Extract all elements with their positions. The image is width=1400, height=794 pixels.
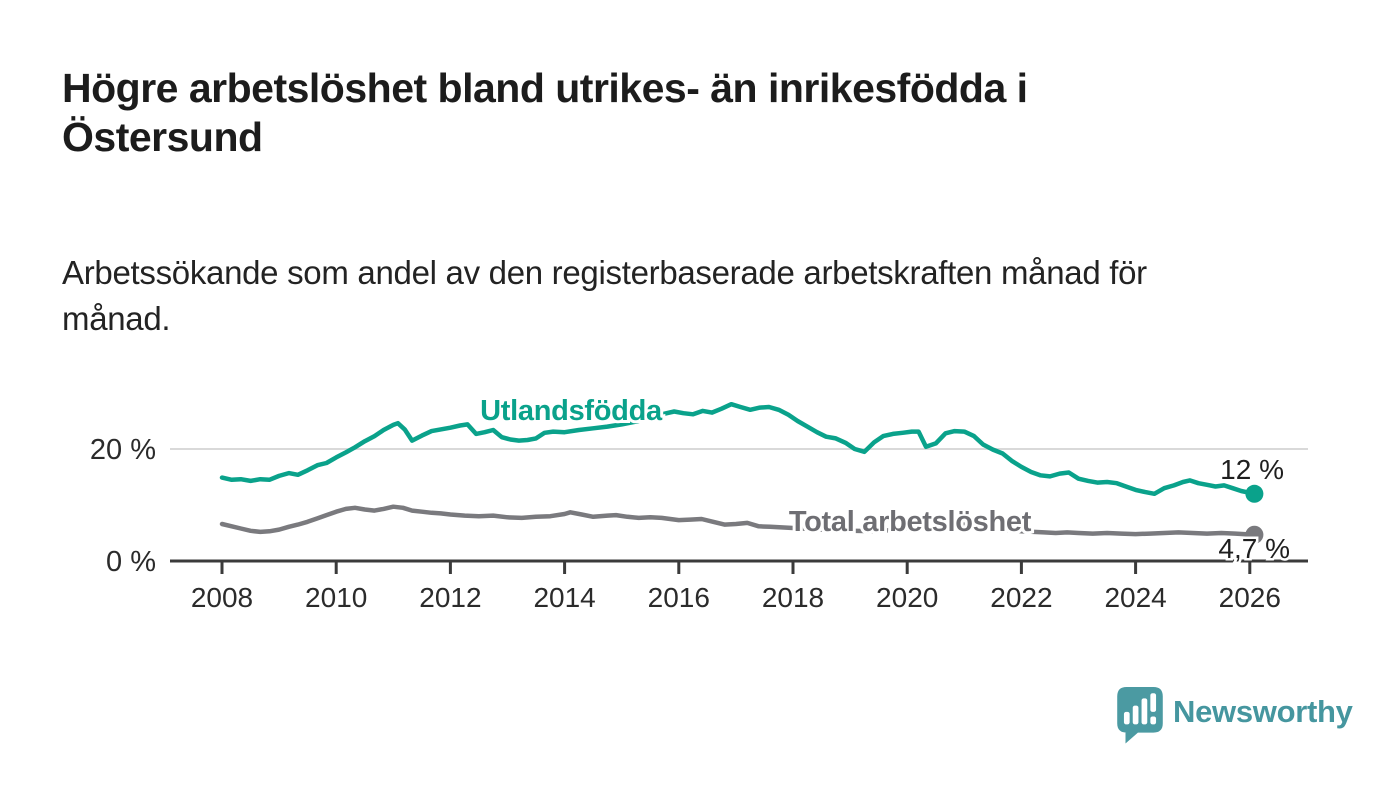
series-label-total: Total arbetslöshet xyxy=(789,506,1032,538)
newsworthy-wordmark: Newsworthy xyxy=(1173,694,1353,729)
x-tick-label-2020: 2020 xyxy=(876,582,938,613)
newsworthy-logo: Newsworthy xyxy=(1116,686,1353,744)
page-title-line1: Högre arbetslöshet bland utrikes- än inr… xyxy=(62,65,1028,111)
logo-bar-medium xyxy=(1132,705,1139,725)
logo-exclamation-bar xyxy=(1150,693,1157,712)
series-label-utlandsfodda: Utlandsfödda xyxy=(480,395,663,427)
newsworthy-logo-icon xyxy=(1117,687,1163,744)
x-tick-label-2012: 2012 xyxy=(419,582,481,613)
x-tick-label-2024: 2024 xyxy=(1104,582,1166,613)
chart-subtitle: Arbetssökande som andel av den registerb… xyxy=(62,250,1147,342)
x-tick-label-2016: 2016 xyxy=(648,582,710,613)
x-tick-label-2014: 2014 xyxy=(533,582,595,613)
x-tick-label-2008: 2008 xyxy=(191,582,253,613)
y-tick-label-0: 0 % xyxy=(106,546,156,578)
page-title-line2: Östersund xyxy=(62,114,263,160)
x-tick-label-2022: 2022 xyxy=(990,582,1052,613)
series-end-value-total: 4,7 % xyxy=(1218,533,1290,564)
logo-exclamation-dot xyxy=(1150,716,1157,725)
x-tick-label-2018: 2018 xyxy=(762,582,824,613)
x-tick-label-2010: 2010 xyxy=(305,582,367,613)
y-tick-label-20: 20 % xyxy=(90,434,156,466)
page-title: Högre arbetslöshet bland utrikes- än inr… xyxy=(62,64,1028,162)
logo-bar-tall xyxy=(1141,698,1148,725)
series-line-total xyxy=(219,504,1257,537)
logo-bar-small xyxy=(1123,711,1130,725)
series-end-dot-total xyxy=(1245,525,1264,544)
series-end-dot-utlandsfodda xyxy=(1245,484,1264,503)
chart-subtitle-line1: Arbetssökande som andel av den registerb… xyxy=(62,254,1147,291)
x-tick-label-2026: 2026 xyxy=(1219,582,1281,613)
series-line-utlandsfodda xyxy=(219,401,1257,497)
chart-subtitle-line2: månad. xyxy=(62,300,171,337)
series-end-value-utlandsfodda: 12 % xyxy=(1220,454,1284,485)
